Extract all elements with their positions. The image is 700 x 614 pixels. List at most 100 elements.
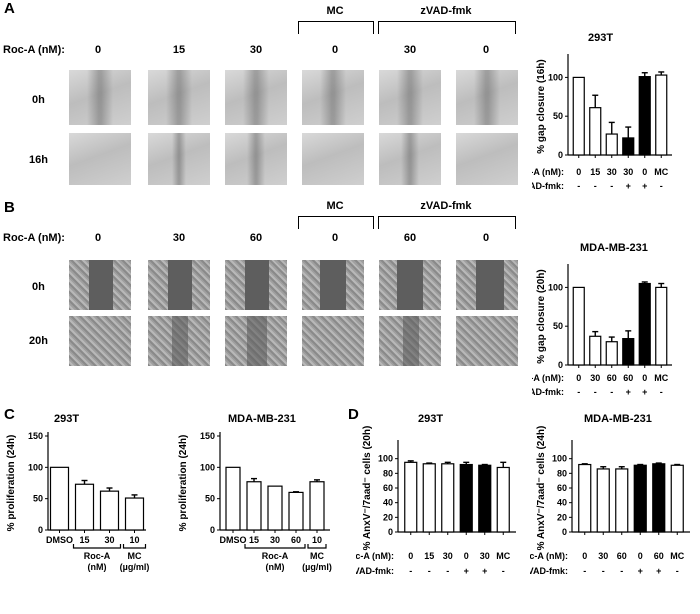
panel-letter-d: D [348, 406, 359, 423]
row-label-a-16h: 16h [29, 154, 48, 166]
x-tick-label: MC [654, 373, 668, 383]
row-label-roc-a: Roc-A (nM): [530, 551, 568, 561]
row-label-b-0h: 0h [32, 281, 45, 293]
bar [622, 137, 635, 156]
chart-svg: 293T % AnxV⁻/7aad⁻ cells (20h) 0 20 40 60 80 10… [343, 413, 516, 576]
y-tick-label: 0 [562, 527, 567, 537]
zvad-sign-label: - [610, 181, 613, 191]
x-tick-label: 0 [582, 551, 587, 561]
micrograph-a-16h-0 [69, 133, 131, 185]
x-tick-label: 0 [576, 373, 581, 383]
bar [622, 338, 635, 366]
group-label-unit: (nM) [88, 562, 107, 572]
chart-svg: 293T % proliferation (24h) 0 50 100 150 DMSO 15… [6, 413, 149, 572]
x-tick-label: 15 [424, 551, 434, 561]
bar [638, 76, 651, 156]
micrograph-a-16h-mc [302, 133, 364, 185]
x-tick-label: 30 [270, 535, 280, 545]
roc-value-b-4: 60 [403, 232, 417, 244]
row-label-roc-a: Roc-A (nM): [532, 373, 564, 383]
chart-title: MDA-MB-231 [584, 413, 652, 425]
y-tick-label: 60 [383, 483, 393, 493]
micrograph-b-20h-zvad0 [456, 316, 518, 366]
y-tick-label: 80 [383, 468, 393, 478]
zvad-sign-label: - [620, 566, 623, 576]
chart-svg: MDA-MB-231 % AnxV⁻/7aad⁻ cells (24h) 0 20 40… [517, 413, 690, 576]
zvad-bracket-b [378, 216, 516, 229]
y-axis-label: % gap closure (20h) [536, 269, 547, 363]
micrograph-a-0h-zvad30 [379, 70, 441, 125]
row-label-zvad: zVAD-fmk: [532, 387, 564, 397]
y-tick-label: 50 [33, 494, 43, 504]
mc-bracket-a [298, 21, 374, 34]
micrograph-b-20h-0 [69, 316, 131, 366]
roc-value-a-1: 15 [172, 44, 186, 56]
y-tick-label: 20 [557, 512, 567, 522]
row-label-roc-a: Roc-A (nM): [532, 167, 564, 177]
row-label-roc-a: Roc-A (nM): [356, 551, 394, 561]
bar [655, 74, 668, 156]
y-tick-label: 50 [553, 321, 563, 331]
x-tick-label: 15 [249, 535, 259, 545]
panel-letter-c: C [4, 406, 15, 423]
chart-d-293t-viability: 293T % AnxV⁻/7aad⁻ cells (20h) 0 20 40 60 80 10… [343, 406, 524, 606]
y-tick-label: 0 [388, 527, 393, 537]
x-tick-label: 30 [443, 551, 453, 561]
micrograph-a-0h-0 [69, 70, 131, 125]
x-tick-label: 30 [480, 551, 490, 561]
x-tick-label: DMSO [220, 535, 247, 545]
row-label-zvad: zVAD-fmk: [356, 566, 394, 576]
x-tick-label: 30 [104, 535, 114, 545]
x-tick-label: 30 [607, 167, 617, 177]
micrograph-b-0h-30 [148, 260, 210, 310]
y-axis-label: % AnxV⁻/7aad⁻ cells (20h) [362, 426, 373, 551]
x-tick-label: 0 [642, 373, 647, 383]
x-tick-label: 10 [312, 535, 322, 545]
bar [49, 466, 70, 531]
roc-value-a-3: 0 [331, 44, 339, 56]
roc-value-b-1: 30 [172, 232, 186, 244]
zvad-sign-label: + [464, 566, 469, 576]
bar [615, 468, 629, 533]
x-tick-label: 10 [129, 535, 139, 545]
x-tick-label: 15 [590, 167, 600, 177]
bar [124, 497, 145, 531]
bar [589, 335, 602, 366]
x-tick-label: 15 [79, 535, 89, 545]
bar [589, 107, 602, 156]
y-tick-label: 100 [378, 454, 393, 464]
micrograph-b-0h-zvad60 [379, 260, 441, 310]
roc-value-a-4: 30 [403, 44, 417, 56]
roc-a-label-b: Roc-A (nM): [3, 232, 65, 244]
bar [74, 483, 95, 531]
y-tick-label: 100 [548, 282, 563, 292]
x-tick-label: 60 [617, 551, 627, 561]
mc-label-b: MC [326, 200, 344, 212]
zvad-label-b: zVAD-fmk [420, 200, 472, 212]
micrograph-b-0h-0 [69, 260, 131, 310]
bar [596, 468, 610, 533]
chart-svg: MDA-MB-231 % proliferation (24h) 0 50 100 150… [178, 413, 332, 572]
y-tick-label: 0 [558, 150, 563, 160]
group-bracket [244, 544, 306, 549]
x-tick-label: 60 [623, 373, 633, 383]
micrograph-a-16h-zvad0 [456, 133, 518, 185]
zvad-sign-label: - [594, 387, 597, 397]
group-bracket [72, 544, 122, 549]
zvad-sign-label: + [642, 387, 647, 397]
micrograph-b-0h-zvad0 [456, 260, 518, 310]
y-tick-label: 20 [383, 512, 393, 522]
chart-c-mda-proliferation: MDA-MB-231 % proliferation (24h) 0 50 100 150… [170, 406, 348, 606]
x-tick-label: 60 [654, 551, 664, 561]
row-label-b-20h: 20h [29, 335, 48, 347]
y-tick-label: 100 [200, 462, 215, 472]
bar [652, 463, 666, 533]
x-tick-label: 0 [638, 551, 643, 561]
x-tick-label: 0 [642, 167, 647, 177]
chart-title: 293T [588, 32, 613, 44]
y-tick-label: 40 [383, 498, 393, 508]
y-tick-label: 150 [200, 431, 215, 441]
y-tick-label: 50 [205, 494, 215, 504]
row-label-zvad: zVAD-fmk: [532, 181, 564, 191]
y-axis-label: % gap closure (16h) [536, 59, 547, 153]
